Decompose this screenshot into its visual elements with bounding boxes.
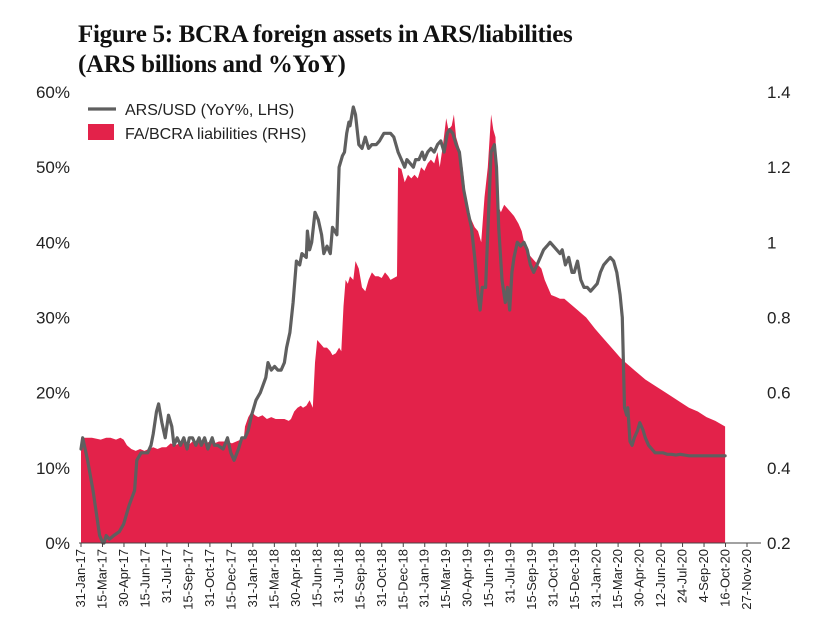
legend-area-swatch	[88, 124, 114, 140]
x-tick-label: 31-Oct-18	[374, 549, 389, 607]
right-tick-label: 0.2	[767, 534, 791, 553]
x-tick-label: 15-Mar-20	[610, 549, 625, 609]
x-tick-label: 15-Mar-18	[266, 549, 281, 609]
x-tick-label: 24-Jul-20	[675, 549, 690, 603]
left-tick-label: 0%	[45, 534, 70, 553]
x-tick-label: 30-Apr-17	[116, 549, 131, 607]
left-tick-label: 60%	[36, 83, 70, 102]
legend-label-area: FA/BCRA liabilities (RHS)	[125, 126, 306, 143]
left-tick-label: 40%	[36, 233, 70, 252]
x-tick-label: 16-Oct-20	[718, 549, 733, 607]
left-tick-label: 30%	[36, 309, 70, 328]
x-tick-label: 31-Jan-18	[245, 549, 260, 608]
x-tick-label: 4-Sep-20	[696, 549, 711, 602]
x-tick-label: 15-Dec-17	[223, 549, 238, 610]
line-series-ars-usd	[79, 105, 727, 545]
left-tick-label: 20%	[36, 384, 70, 403]
left-axis-ticks: 0% 10% 20% 30% 40% 50% 60%	[36, 83, 70, 553]
x-tick-label: 31-Oct-19	[546, 549, 561, 607]
left-tick-label: 10%	[36, 459, 70, 478]
x-tick-label: 15-Mar-17	[95, 549, 110, 609]
right-tick-label: 0.4	[767, 459, 791, 478]
legend-label-line: ARS/USD (YoY%, LHS)	[125, 102, 294, 119]
x-tick-label: 31-Jul-19	[503, 549, 518, 603]
x-tick-label: 15-Dec-19	[567, 549, 582, 610]
x-tick-label: 15-Sep-19	[524, 549, 539, 610]
right-tick-label: 1.2	[767, 158, 791, 177]
x-tick-label: 12-Jun-20	[653, 549, 668, 608]
area-layer	[81, 114, 726, 543]
left-tick-label: 50%	[36, 158, 70, 177]
x-tick-label: 15-Jun-19	[481, 549, 496, 608]
x-tick-label: 31-Jan-17	[73, 549, 88, 608]
chart-subtitle: (ARS billions and %YoY)	[78, 51, 346, 78]
x-tick-label: 31-Jul-18	[331, 549, 346, 603]
right-tick-label: 1.4	[767, 83, 791, 102]
right-tick-label: 0.6	[767, 384, 791, 403]
x-tick-label: 15-Jun-17	[138, 549, 153, 608]
x-tick-label: 30-Apr-20	[632, 549, 647, 607]
x-tick-label: 31-Oct-17	[202, 549, 217, 607]
area-series-fa-bcra	[81, 114, 726, 543]
x-axis-ticks: 31-Jan-17 15-Mar-17 30-Apr-17 15-Jun-17 31-J…	[73, 543, 754, 610]
x-tick-label: 30-Apr-19	[460, 549, 475, 607]
x-tick-label: 15-Jun-18	[309, 549, 324, 608]
x-tick-label: 27-Nov-20	[739, 549, 754, 610]
x-tick-label: 31-Jul-17	[159, 549, 174, 603]
x-tick-label: 15-Dec-18	[395, 549, 410, 610]
x-tick-label: 15-Sep-18	[352, 549, 367, 610]
line-layer	[79, 105, 727, 545]
x-tick-label: 31-Jan-19	[417, 549, 432, 608]
right-axis-ticks: 0.2 0.4 0.6 0.8 1 1.2 1.4	[767, 83, 791, 553]
right-tick-label: 1	[767, 233, 776, 252]
chart-title: Figure 5: BCRA foreign assets in ARS/lia…	[78, 21, 573, 48]
legend: ARS/USD (YoY%, LHS) FA/BCRA liabilities …	[88, 102, 306, 143]
chart-title-block: Figure 5: BCRA foreign assets in ARS/lia…	[78, 20, 818, 80]
x-tick-label: 15-Sep-17	[180, 549, 195, 610]
x-tick-label: 15-Mar-19	[438, 549, 453, 609]
right-tick-label: 0.8	[767, 309, 791, 328]
x-tick-label: 30-Apr-18	[288, 549, 303, 607]
x-tick-label: 31-Jan-20	[589, 549, 604, 608]
